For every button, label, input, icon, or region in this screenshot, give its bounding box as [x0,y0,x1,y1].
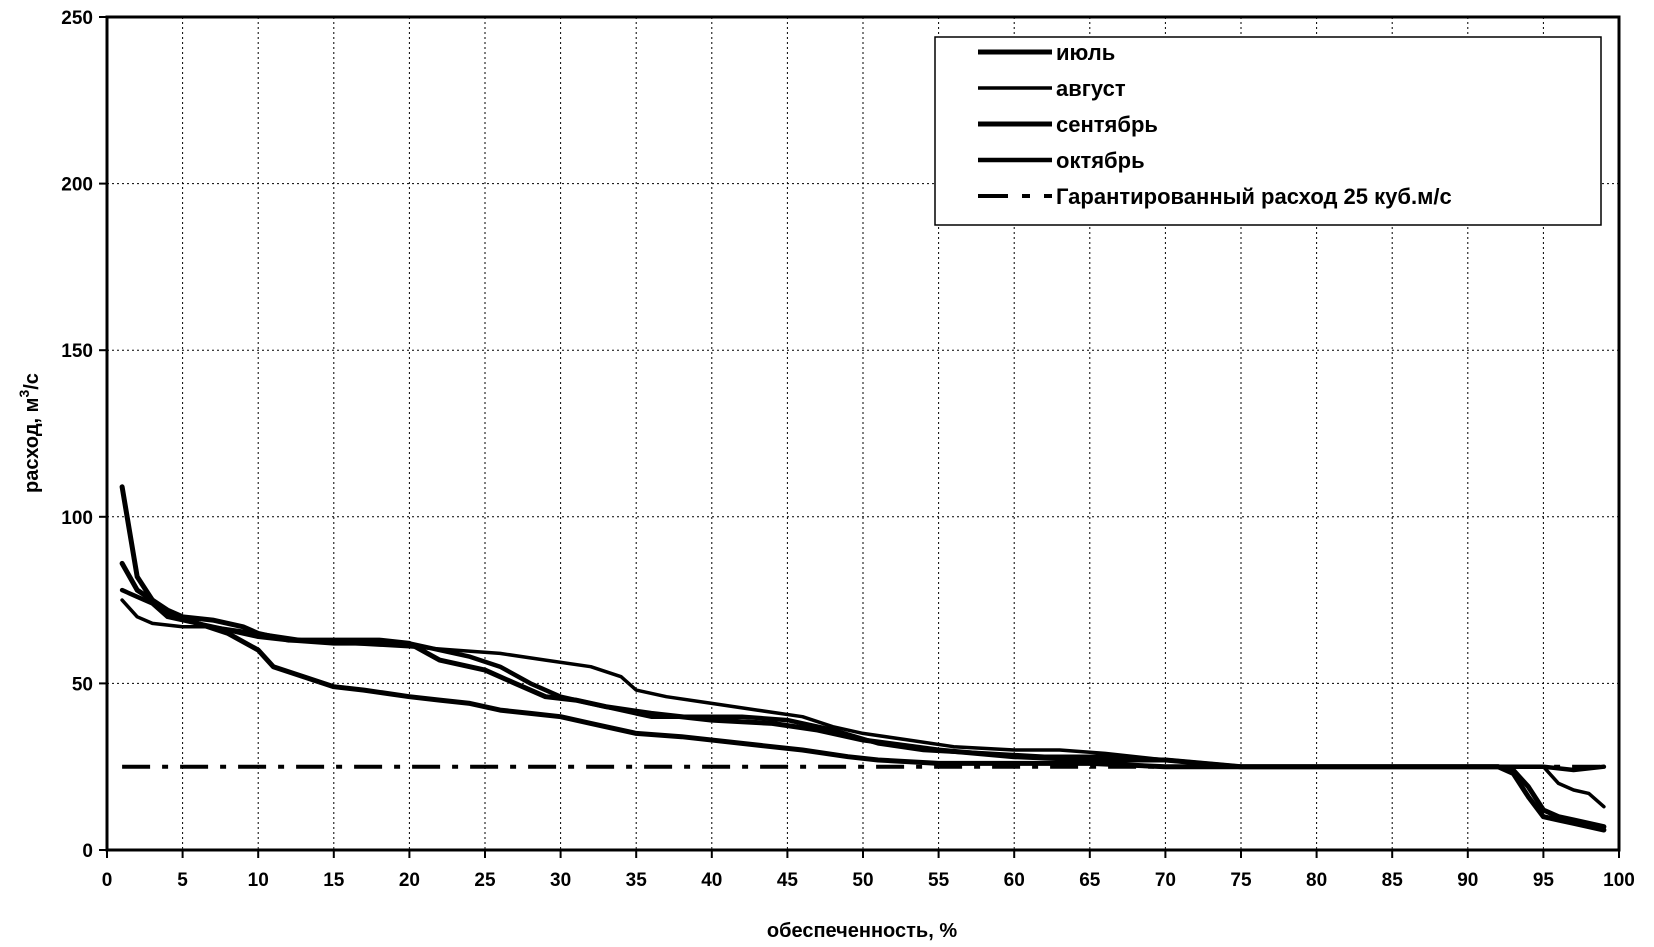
y-tick-label: 100 [61,508,93,529]
y-axis-title: расход, м3/с [16,373,43,493]
legend: июль август сентябрь октябрь Гарантированный… [934,36,1602,226]
x-tick-label: 50 [852,870,873,891]
x-tick-label: 5 [177,870,188,891]
y-tick-label: 150 [61,341,93,362]
legend-items: июль август сентябрь октябрь Гарантированный… [978,40,1452,209]
y-axis-ticks: 0 50 100 150 200 250 [61,8,107,862]
x-tick-label: 35 [626,870,648,891]
x-tick-label: 60 [1004,870,1025,891]
x-tick-label: 95 [1533,870,1555,891]
legend-label-sentyabr: сентябрь [1056,112,1158,137]
y-tick-label: 50 [72,674,93,695]
series-line-oktyabr [119,587,1607,773]
x-tick-label: 100 [1603,870,1635,891]
series-line-sentyabr [119,560,1607,833]
legend-label-oktyabr: октябрь [1056,148,1145,173]
y-tick-label: 0 [82,841,93,862]
x-tick-label: 20 [399,870,420,891]
x-tick-label: 90 [1457,870,1478,891]
y-axis-title-sup: 3 [16,390,32,398]
legend-label-guaranteed: Гарантированный расход 25 куб.м/с [1056,184,1452,209]
legend-label-iyul: июль [1056,40,1115,65]
y-axis-title-unit: /с [21,373,43,390]
legend-box [934,36,1602,226]
x-tick-label: 30 [550,870,571,891]
legend-label-avgust: август [1056,76,1126,101]
y-tick-label: 250 [61,8,93,29]
x-axis-ticks: 0 5 10 15 20 25 30 35 40 45 50 55 60 65 70 75 80 85 90 95 10… [102,850,1635,891]
x-tick-label: 15 [323,870,345,891]
x-axis-title: обеспеченность, % [767,920,957,942]
x-tick-label: 65 [1079,870,1101,891]
x-tick-label: 10 [248,870,269,891]
x-tick-label: 70 [1155,870,1176,891]
x-tick-label: 55 [928,870,950,891]
x-tick-label: 85 [1382,870,1404,891]
x-tick-label: 45 [777,870,799,891]
x-tick-label: 80 [1306,870,1327,891]
x-tick-label: 75 [1230,870,1252,891]
x-tick-label: 40 [701,870,722,891]
y-tick-label: 200 [61,175,93,196]
x-tick-label: 0 [102,870,113,891]
y-axis-title-main: расход, м [21,398,43,493]
x-tick-label: 25 [474,870,496,891]
series-layer [119,484,1607,833]
